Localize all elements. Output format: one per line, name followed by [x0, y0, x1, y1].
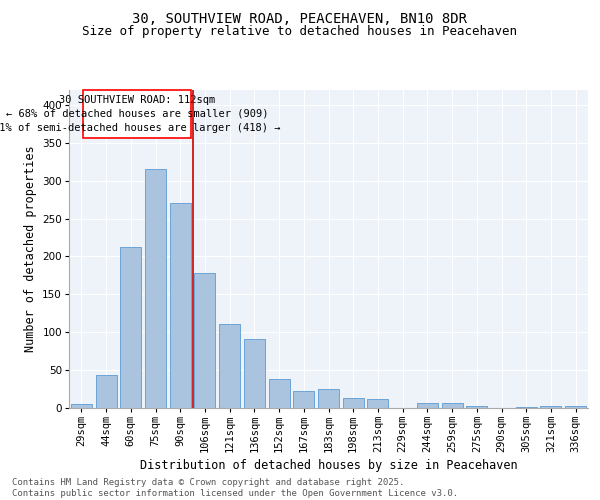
Bar	[170, 204, 191, 408]
Text: Size of property relative to detached houses in Peacehaven: Size of property relative to detached ho…	[83, 24, 517, 38]
Bar	[516, 406, 537, 408]
Bar	[269, 379, 290, 408]
Bar	[466, 406, 487, 407]
Bar	[293, 391, 314, 407]
Bar	[367, 399, 388, 407]
Y-axis label: Number of detached properties: Number of detached properties	[24, 146, 37, 352]
Bar	[318, 388, 339, 407]
Bar	[417, 403, 438, 407]
Text: Contains HM Land Registry data © Crown copyright and database right 2025.
Contai: Contains HM Land Registry data © Crown c…	[12, 478, 458, 498]
Bar	[343, 398, 364, 407]
Bar	[145, 168, 166, 408]
FancyBboxPatch shape	[83, 90, 191, 138]
Text: 30 SOUTHVIEW ROAD: 112sqm
← 68% of detached houses are smaller (909)
31% of semi: 30 SOUTHVIEW ROAD: 112sqm ← 68% of detac…	[0, 95, 281, 133]
Bar	[120, 247, 141, 408]
X-axis label: Distribution of detached houses by size in Peacehaven: Distribution of detached houses by size …	[140, 459, 517, 472]
Bar	[541, 406, 562, 407]
Bar	[565, 406, 586, 407]
Bar	[194, 273, 215, 407]
Bar	[244, 340, 265, 407]
Bar	[71, 404, 92, 407]
Bar	[219, 324, 240, 407]
Bar	[442, 403, 463, 407]
Text: 30, SOUTHVIEW ROAD, PEACEHAVEN, BN10 8DR: 30, SOUTHVIEW ROAD, PEACEHAVEN, BN10 8DR	[133, 12, 467, 26]
Bar	[95, 375, 116, 408]
